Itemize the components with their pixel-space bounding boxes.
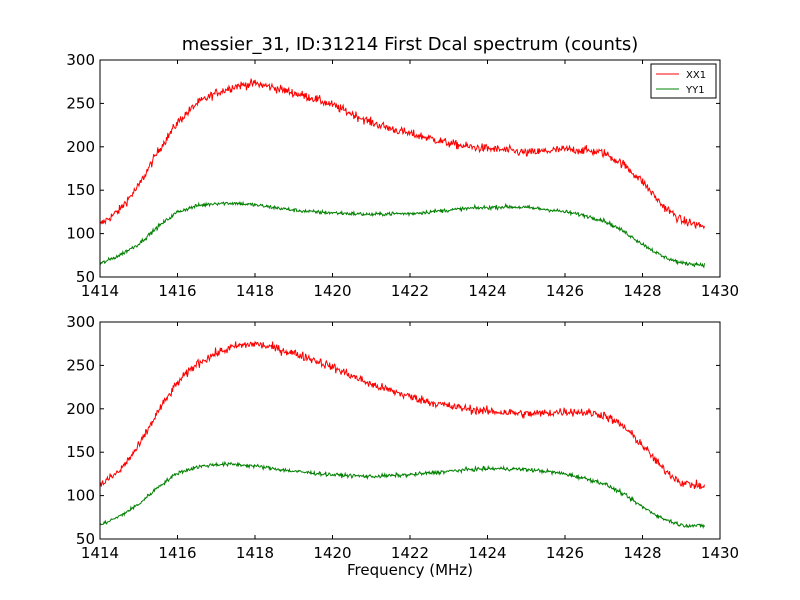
y-tick-label: 50 [76,268,95,286]
series-line-yy1 [99,460,705,529]
x-tick-label: 1416 [158,544,196,562]
x-tick-label: 1426 [546,282,584,300]
legend-box [650,63,717,99]
y-tick-label: 100 [66,487,95,505]
x-tick-label: 1428 [623,544,661,562]
y-tick-label: 200 [66,400,95,418]
x-tick-label: 1420 [313,544,351,562]
x-tick-label: 1426 [546,544,584,562]
y-tick-label: 300 [66,313,95,331]
x-tick-label: 1418 [236,544,274,562]
x-tick-label: 1414 [81,282,119,300]
x-tick-label: 1422 [391,282,429,300]
bottom-panel: 1414 1416 1418 1420 1422 1424 1426 1428 1430 50 10… [66,313,739,562]
chart-title: messier_31, ID:31214 First Dcal spectrum… [181,34,639,55]
x-axis-label: Frequency (MHz) [346,561,474,579]
x-tick-label: 1430 [701,282,739,300]
y-tick-label: 100 [66,225,95,243]
x-tick-label: 1428 [623,282,661,300]
x-tick-label: 1424 [468,544,506,562]
x-tick-label: 1414 [81,544,119,562]
y-tick-label: 250 [66,94,95,112]
y-tick-label: 50 [76,530,95,548]
y-tick-label: 250 [66,356,95,374]
y-tick-label: 200 [66,138,95,156]
y-tick-label: 150 [66,443,95,461]
series-line-xx1 [99,340,705,490]
x-tick-label: 1422 [391,544,429,562]
legend-label-yy1: YY1 [685,85,705,96]
x-tick-label: 1418 [236,282,274,300]
y-tick-label: 300 [66,51,95,69]
x-tick-label: 1416 [158,282,196,300]
series-line-xx1 [99,78,705,230]
series-line-yy1 [99,200,705,269]
legend-label-xx1: XX1 [686,70,706,81]
y-tick-label: 150 [66,181,95,199]
x-tick-label: 1430 [701,544,739,562]
top-panel: 1414 1416 1418 1420 1422 1424 1426 1428 1430 50 10… [66,51,739,300]
x-tick-label: 1420 [313,282,351,300]
x-tick-label: 1424 [468,282,506,300]
